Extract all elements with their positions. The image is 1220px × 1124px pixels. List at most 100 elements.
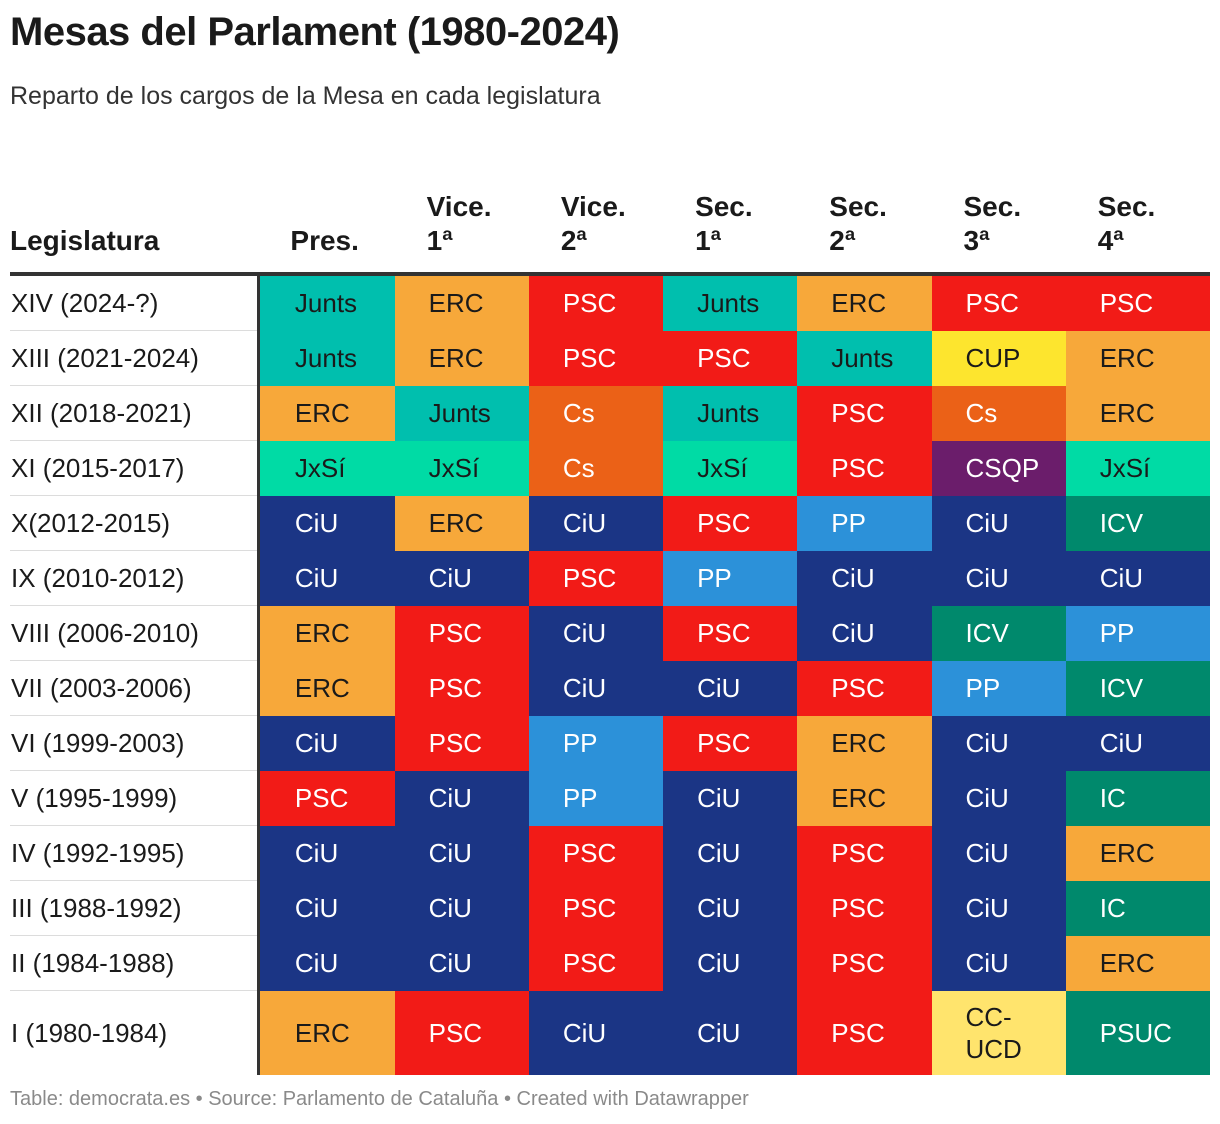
cell-sec1: JxSí (663, 440, 798, 496)
cell-sec3: Cs (931, 385, 1066, 441)
cell-vice1: PSC (394, 715, 529, 771)
legislatura-label: IV (1992-1995) (10, 825, 260, 881)
cell-sec3: PP (931, 660, 1066, 716)
cell-sec2: ERC (797, 770, 932, 826)
column-header-sec1: Sec. 1ª (663, 158, 798, 276)
cell-sec4: IC (1065, 770, 1210, 826)
cell-vice1: JxSí (394, 440, 529, 496)
cell-sec2: PSC (797, 825, 932, 881)
cell-sec1: PSC (663, 715, 798, 771)
cell-sec3: CiU (931, 880, 1066, 936)
cell-vice2: Cs (528, 385, 664, 441)
legislatura-label: III (1988-1992) (10, 880, 260, 936)
cell-sec1: CiU (663, 770, 798, 826)
cell-vice2: PSC (528, 825, 664, 881)
cell-pres: ERC (258, 990, 395, 1075)
chart-title: Mesas del Parlament (1980-2024) (10, 10, 620, 54)
table-row: I (1980-1984) ERC PSC CiU CiU PSC CC- UCD PSUC (10, 990, 1210, 1075)
legislatura-label: X(2012-2015) (10, 495, 260, 551)
cell-sec2: PSC (797, 935, 932, 991)
column-header-vice2: Vice. 2ª (528, 158, 664, 276)
table-row: IX (2010-2012) CiU CiU PSC PP CiU CiU CiU (10, 550, 1210, 606)
table-row: XII (2018-2021) ERC Junts Cs Junts PSC Cs ERC (10, 385, 1210, 441)
cell-sec3: ICV (931, 605, 1066, 661)
cell-sec2: PSC (797, 440, 932, 496)
cell-pres: JxSí (258, 440, 395, 496)
mesa-table: Legislatura Pres. Vice. 1ª Vice. 2ª Sec.… (10, 158, 1210, 1075)
cell-vice2: CiU (528, 660, 664, 716)
legislatura-label: VIII (2006-2010) (10, 605, 260, 661)
cell-sec3: CUP (931, 330, 1066, 386)
table-row: XI (2015-2017) JxSí JxSí Cs JxSí PSC CSQP JxSí (10, 440, 1210, 496)
cell-vice2: PSC (528, 274, 664, 331)
cell-sec1: CiU (663, 880, 798, 936)
cell-vice2: CiU (528, 495, 664, 551)
cell-sec3: PSC (931, 274, 1066, 331)
cell-sec3: CSQP (931, 440, 1066, 496)
cell-sec3: CiU (931, 550, 1066, 606)
cell-sec1: CiU (663, 935, 798, 991)
cell-vice2: PSC (528, 935, 664, 991)
cell-vice1: PSC (394, 605, 529, 661)
cell-vice1: CiU (394, 825, 529, 881)
cell-vice1: PSC (394, 660, 529, 716)
cell-vice2: CiU (528, 605, 664, 661)
cell-sec4: PP (1065, 605, 1210, 661)
legislatura-label: IX (2010-2012) (10, 550, 260, 606)
table-row: III (1988-1992) CiU CiU PSC CiU PSC CiU IC (10, 880, 1210, 936)
chart-subtitle: Reparto de los cargos de la Mesa en cada… (10, 82, 601, 110)
cell-sec4: PSC (1065, 274, 1210, 331)
column-header-legislatura: Legislatura (10, 158, 259, 276)
cell-sec3: CiU (931, 770, 1066, 826)
cell-pres: CiU (258, 495, 395, 551)
cell-sec2: PSC (797, 385, 932, 441)
cell-sec4: CiU (1065, 550, 1210, 606)
table-row: V (1995-1999) PSC CiU PP CiU ERC CiU IC (10, 770, 1210, 826)
cell-sec4: JxSí (1065, 440, 1210, 496)
cell-pres: Junts (258, 330, 395, 386)
cell-vice2: PSC (528, 550, 664, 606)
legislatura-label: II (1984-1988) (10, 935, 260, 991)
cell-sec4: ERC (1065, 935, 1210, 991)
cell-vice1: CiU (394, 880, 529, 936)
cell-pres: ERC (258, 385, 395, 441)
cell-sec4: ERC (1065, 330, 1210, 386)
cell-sec1: Junts (663, 274, 798, 331)
cell-sec3: CC- UCD (931, 990, 1066, 1075)
cell-sec2: Junts (797, 330, 932, 386)
cell-sec1: PSC (663, 330, 798, 386)
legislatura-label: XII (2018-2021) (10, 385, 260, 441)
cell-sec2: PP (797, 495, 932, 551)
cell-sec3: CiU (931, 715, 1066, 771)
cell-vice2: CiU (528, 990, 664, 1075)
table-row: VIII (2006-2010) ERC PSC CiU PSC CiU ICV PP (10, 605, 1210, 661)
cell-vice2: PP (528, 715, 664, 771)
cell-sec1: PP (663, 550, 798, 606)
cell-sec2: PSC (797, 880, 932, 936)
cell-vice2: PSC (528, 330, 664, 386)
cell-pres: CiU (258, 825, 395, 881)
legislatura-label: V (1995-1999) (10, 770, 260, 826)
legislatura-label: XIV (2024-?) (10, 274, 260, 331)
cell-sec1: PSC (663, 605, 798, 661)
cell-vice1: CiU (394, 935, 529, 991)
cell-sec4: PSUC (1065, 990, 1210, 1075)
legislatura-label: VI (1999-2003) (10, 715, 260, 771)
cell-sec2: PSC (797, 660, 932, 716)
legislatura-label: XIII (2021-2024) (10, 330, 260, 386)
cell-sec4: ERC (1065, 825, 1210, 881)
cell-pres: ERC (258, 660, 395, 716)
cell-sec3: CiU (931, 935, 1066, 991)
table-row: X(2012-2015) CiU ERC CiU PSC PP CiU ICV (10, 495, 1210, 551)
cell-sec4: IC (1065, 880, 1210, 936)
footer-credits: Table: democrata.es • Source: Parlamento… (10, 1088, 749, 1110)
cell-sec2: CiU (797, 550, 932, 606)
cell-sec2: PSC (797, 990, 932, 1075)
table-row: II (1984-1988) CiU CiU PSC CiU PSC CiU ERC (10, 935, 1210, 991)
cell-vice1: CiU (394, 550, 529, 606)
cell-sec1: Junts (663, 385, 798, 441)
cell-pres: CiU (258, 715, 395, 771)
column-header-sec4: Sec. 4ª (1065, 158, 1210, 276)
cell-pres: PSC (258, 770, 395, 826)
cell-vice1: Junts (394, 385, 529, 441)
